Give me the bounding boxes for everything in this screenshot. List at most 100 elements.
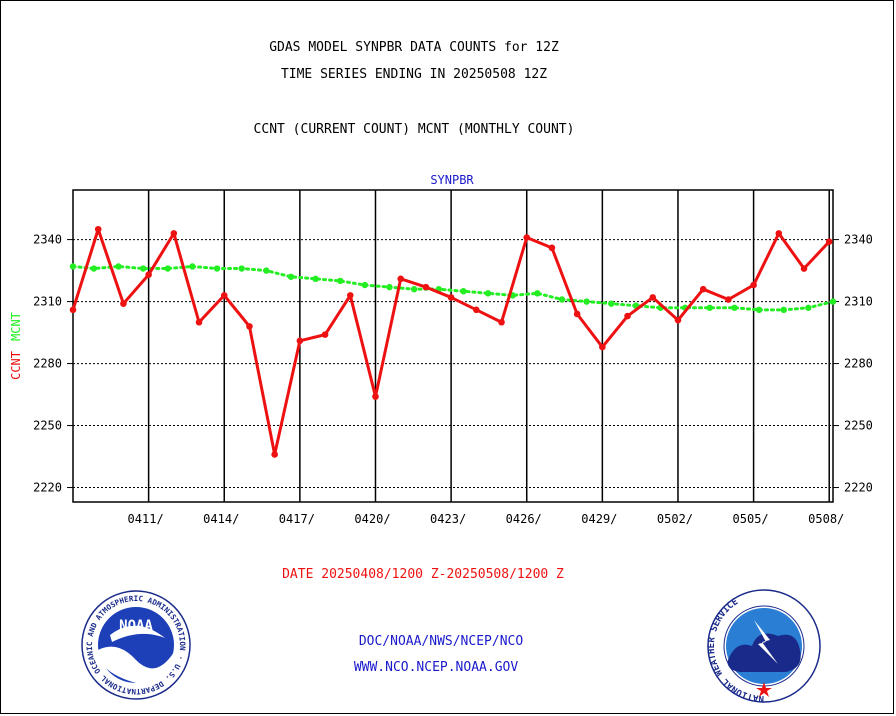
mcnt-point <box>805 304 812 311</box>
x-tick-label: 0420/ <box>354 512 390 526</box>
mcnt-point <box>731 304 738 311</box>
ccnt-point <box>170 230 178 237</box>
ccnt-point <box>548 244 556 252</box>
mcnt-point <box>238 265 245 272</box>
mcnt-point <box>69 263 77 270</box>
mcnt-point <box>287 273 295 280</box>
ccnt-point <box>397 275 404 283</box>
mcnt-point <box>558 296 566 303</box>
ccnt-point <box>473 306 480 314</box>
chart-title-line2: TIME SERIES ENDING IN 20250508 12Z <box>281 67 547 82</box>
ccnt-point <box>447 294 455 301</box>
mcnt-point <box>213 265 221 272</box>
x-tick-label: 0508/ <box>808 512 844 526</box>
ccnt-point <box>800 265 808 272</box>
mcnt-point <box>484 290 492 297</box>
grid-layer <box>67 190 839 502</box>
ccnt-point <box>523 234 531 241</box>
mcnt-point <box>164 265 171 272</box>
nws-logo: NATIONAL WEATHER SERVICE <box>707 589 821 703</box>
mcnt-point <box>263 267 270 274</box>
ccnt-point <box>649 294 657 301</box>
date-range-label: DATE 20250408/1200 Z-20250508/1200 Z <box>282 567 564 582</box>
x-tick-label: 0417/ <box>279 512 315 526</box>
ccnt-point <box>69 306 77 314</box>
ccnt-point <box>372 393 379 400</box>
ccnt-point <box>120 300 127 307</box>
y-tick-label-left: 2280 <box>33 357 62 371</box>
noaa-logo-text: NOAA <box>119 618 153 634</box>
y-tick-label-right: 2220 <box>844 481 873 495</box>
noaa-logo: NATIONAL OCEANIC AND ATMOSPHERIC ADMINIS… <box>0 0 191 700</box>
mcnt-point <box>608 300 615 307</box>
x-tick-label: 0502/ <box>657 512 693 526</box>
mcnt-point <box>460 288 467 295</box>
y-axis-label-ccnt: CCNT <box>9 351 23 380</box>
mcnt-point <box>706 304 714 311</box>
y-axis-title: CCNT MCNT <box>9 312 23 380</box>
mcnt-point <box>139 265 147 272</box>
mcnt-point <box>337 277 344 285</box>
x-tick-label: 0426/ <box>506 512 542 526</box>
y-tick-label-right: 2340 <box>844 233 873 247</box>
ccnt-point <box>599 343 606 351</box>
mcnt-series-line <box>71 264 835 312</box>
series-layer <box>69 225 837 458</box>
footer-org-line: DOC/NOAA/NWS/NCEP/NCO <box>359 634 524 649</box>
ccnt-point <box>624 312 631 320</box>
ccnt-point <box>195 318 203 326</box>
mcnt-point <box>755 306 763 314</box>
y-tick-label-left: 2250 <box>33 419 62 433</box>
x-tick-label: 0423/ <box>430 512 466 526</box>
ccnt-point <box>674 316 682 324</box>
x-tick-label: 0414/ <box>203 512 239 526</box>
ccnt-point <box>246 323 253 330</box>
ccnt-point <box>699 285 707 293</box>
ccnt-point <box>775 230 783 237</box>
mcnt-point <box>189 263 196 270</box>
svg-text:CCNTMCNT: CCNT MCNT <box>9 312 23 380</box>
plot-area-frame <box>72 189 834 503</box>
ccnt-point <box>498 318 505 326</box>
ccnt-point <box>825 238 833 245</box>
ccnt-point <box>346 292 354 299</box>
mcnt-point <box>410 285 418 293</box>
y-tick-label-left: 2220 <box>33 481 62 495</box>
mcnt-point <box>780 306 787 314</box>
chart-title-line1: GDAS MODEL SYNPBR DATA COUNTS for 12Z <box>269 40 559 55</box>
mcnt-point <box>115 263 122 270</box>
mcnt-point <box>534 290 541 297</box>
ccnt-point <box>725 296 732 303</box>
y-tick-label-right: 2280 <box>844 357 873 371</box>
ccnt-point <box>271 451 278 458</box>
y-tick-label-right: 2250 <box>844 419 873 433</box>
mcnt-point <box>312 275 319 283</box>
ccnt-point <box>750 281 757 289</box>
ccnt-point <box>220 292 228 299</box>
y-tick-label-left: 2340 <box>33 233 62 247</box>
mcnt-point <box>386 283 393 291</box>
footer-website-link[interactable]: WWW.NCO.NCEP.NOAA.GOV <box>354 660 519 675</box>
ccnt-point <box>422 283 430 291</box>
y-axis-label-mcnt: MCNT <box>9 312 23 341</box>
ccnt-point <box>145 271 152 279</box>
mcnt-point <box>90 265 98 272</box>
x-tick-label: 0411/ <box>128 512 164 526</box>
noaa-ring-text: NATIONAL OCEANIC AND ATMOSPHERIC ADMINIS… <box>0 0 187 696</box>
y-tick-label-right: 2310 <box>844 295 873 309</box>
y-tick-label-left: 2310 <box>33 295 62 309</box>
mcnt-point <box>829 298 837 305</box>
ccnt-point <box>573 310 581 318</box>
mcnt-point <box>361 281 369 289</box>
chart-subtitle: CCNT (CURRENT COUNT) MCNT (MONTHLY COUNT… <box>254 122 575 137</box>
ccnt-point <box>296 337 304 345</box>
plot-title: SYNPBR <box>430 173 474 187</box>
ccnt-point <box>94 225 102 233</box>
tick-label-layer: 2220 2220 2250 2250 2280 2280 2310 2310 2340 2340… <box>33 233 873 526</box>
mcnt-point <box>583 298 590 305</box>
x-tick-label: 0429/ <box>581 512 617 526</box>
x-tick-label: 0505/ <box>733 512 769 526</box>
ccnt-point <box>321 331 329 338</box>
